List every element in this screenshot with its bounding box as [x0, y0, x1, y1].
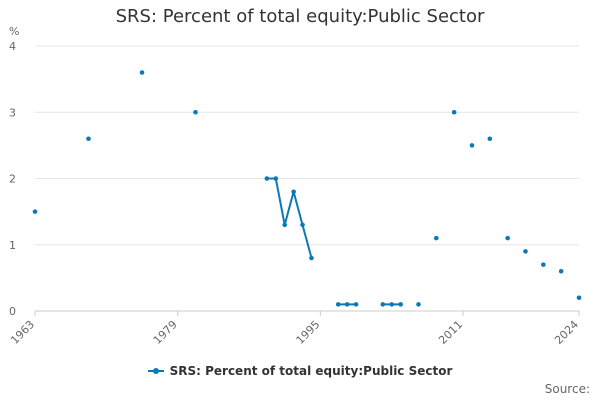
series-line: [266, 177, 313, 259]
data-point: [469, 143, 475, 148]
y-tick-label: 0: [9, 305, 16, 318]
x-tick-label: 2011: [436, 318, 465, 347]
data-point: [264, 176, 270, 181]
axes: 0 1 2 3 4% 1963 1979 1995 2011 2024: [8, 25, 581, 347]
data-point: [451, 109, 457, 115]
data-point: [139, 70, 145, 75]
data-point: [434, 235, 439, 241]
gridlines: [35, 45, 579, 246]
data-point: [193, 109, 198, 115]
x-tick-label: 1963: [8, 318, 37, 347]
data-point: [335, 302, 341, 307]
x-tick-label: 1995: [294, 318, 323, 347]
data-point: [86, 136, 91, 142]
data-point: [344, 302, 350, 307]
data-point: [505, 235, 510, 241]
data-point: [576, 295, 582, 301]
legend-swatch: [147, 365, 164, 377]
source-label: Source:: [544, 382, 590, 396]
data-point: [309, 255, 314, 261]
data-point: [558, 268, 564, 274]
y-tick-label: 2: [9, 173, 16, 186]
data-point: [300, 222, 305, 228]
data-point: [353, 302, 359, 307]
data-point: [398, 302, 403, 307]
data-point: [416, 302, 421, 307]
legend[interactable]: SRS: Percent of total equity:Public Sect…: [0, 364, 600, 378]
data-points: [32, 70, 582, 307]
legend-label: SRS: Percent of total equity:Public Sect…: [169, 364, 453, 378]
data-point: [380, 302, 386, 307]
series: [266, 177, 401, 306]
data-point: [273, 176, 279, 181]
data-point: [523, 249, 528, 254]
x-tick-label: 2024: [552, 318, 581, 347]
data-point: [282, 222, 288, 228]
chart-title: SRS: Percent of total equity:Public Sect…: [115, 6, 485, 27]
data-point: [389, 302, 395, 307]
data-point: [32, 209, 38, 214]
y-tick-label: 4: [9, 40, 16, 53]
y-tick-label: 3: [9, 106, 16, 119]
data-point: [291, 189, 296, 195]
x-tick-label: 1979: [151, 318, 180, 347]
data-point: [487, 136, 493, 142]
y-axis-label: %: [9, 25, 19, 38]
data-point: [541, 262, 546, 267]
y-tick-label: 1: [9, 239, 16, 252]
